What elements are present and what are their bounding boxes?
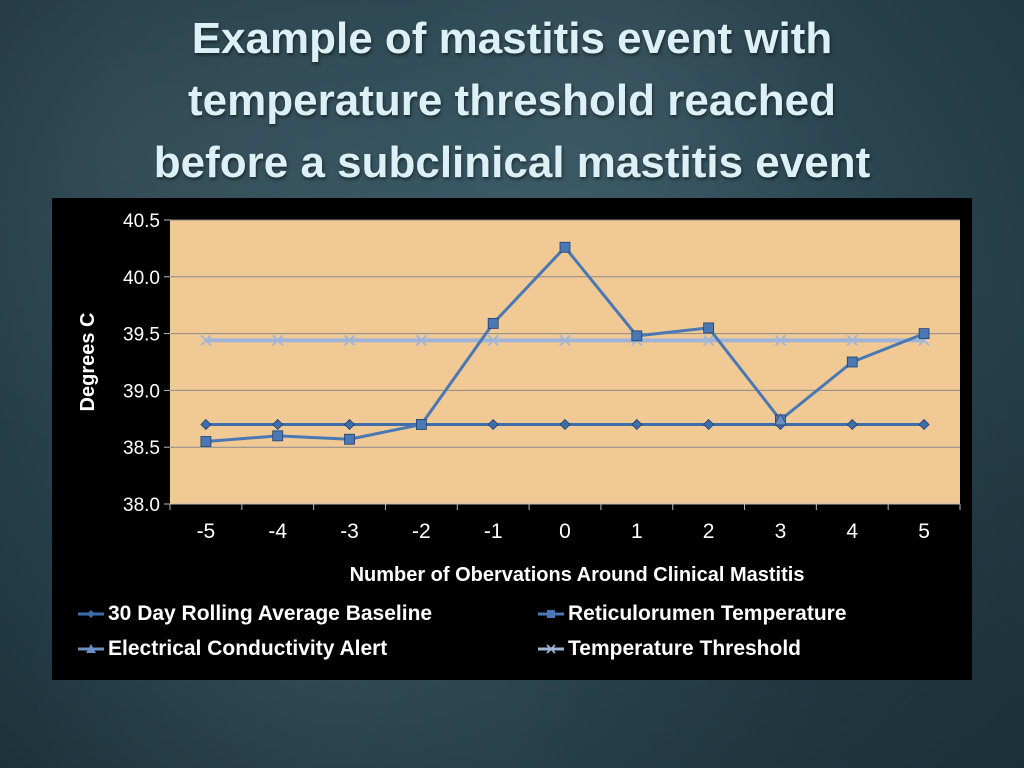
data-point-temperature-threshold bbox=[846, 334, 858, 347]
data-point-temperature-threshold bbox=[559, 334, 571, 347]
legend-item-temperature-threshold: Temperature Threshold bbox=[536, 637, 801, 661]
data-point-30-day-rolling-average-baseline bbox=[487, 418, 499, 431]
legend-swatch-reticulorumen-temperature bbox=[538, 610, 564, 618]
y-axis-title: Degrees C bbox=[77, 313, 99, 412]
data-point-30-day-rolling-average-baseline bbox=[200, 418, 212, 431]
data-point-reticulorumen-temperature bbox=[631, 330, 643, 342]
data-point-temperature-threshold bbox=[272, 334, 284, 347]
data-point-30-day-rolling-average-baseline bbox=[846, 418, 858, 431]
data-point-electrical-conductivity-alert bbox=[773, 413, 788, 426]
x-tick-label: 5 bbox=[918, 520, 930, 543]
data-point-30-day-rolling-average-baseline bbox=[631, 418, 643, 431]
legend-label: Reticulorumen Temperature bbox=[568, 602, 847, 625]
x-tick-label: 1 bbox=[631, 520, 643, 543]
data-point-reticulorumen-temperature bbox=[272, 430, 284, 442]
data-point-reticulorumen-temperature bbox=[487, 317, 499, 329]
x-tick-label: 2 bbox=[703, 520, 715, 543]
x-axis-title: Number of Obervations Around Clinical Ma… bbox=[350, 564, 805, 586]
data-point-30-day-rolling-average-baseline bbox=[559, 418, 571, 431]
data-point-reticulorumen-temperature bbox=[703, 322, 715, 334]
data-point-temperature-threshold bbox=[415, 334, 428, 347]
y-tick-label: 38.5 bbox=[123, 438, 160, 459]
data-point-30-day-rolling-average-baseline bbox=[703, 418, 715, 431]
x-tick-label: 0 bbox=[559, 520, 571, 543]
slide-title: Example of mastitis event with temperatu… bbox=[0, 8, 1024, 194]
x-tick-label: -2 bbox=[412, 520, 431, 543]
data-point-temperature-threshold bbox=[774, 334, 787, 347]
data-point-temperature-threshold bbox=[702, 334, 715, 347]
y-tick-label: 39.0 bbox=[123, 381, 160, 402]
data-point-reticulorumen-temperature bbox=[846, 356, 858, 368]
slide-title-line-3: before a subclinical mastitis event bbox=[153, 138, 871, 187]
data-point-temperature-threshold bbox=[200, 334, 212, 347]
x-tick-label: -1 bbox=[484, 520, 503, 543]
data-point-reticulorumen-temperature bbox=[344, 433, 355, 445]
x-tick-label: -4 bbox=[268, 520, 287, 543]
y-tick-label: 40.0 bbox=[123, 268, 160, 289]
data-point-temperature-threshold bbox=[343, 334, 356, 347]
y-tick-label: 39.5 bbox=[123, 325, 160, 346]
data-point-reticulorumen-temperature bbox=[415, 419, 427, 430]
legend-label: Temperature Threshold bbox=[568, 637, 801, 660]
data-point-reticulorumen-temperature bbox=[559, 241, 571, 253]
slide-title-line-1: Example of mastitis event with bbox=[191, 14, 833, 63]
data-point-30-day-rolling-average-baseline bbox=[918, 418, 930, 431]
x-tick-label: -3 bbox=[340, 520, 359, 543]
slide-title-line-2: temperature threshold reached bbox=[188, 76, 836, 125]
legend-item-reticulorumen-temperature: Reticulorumen Temperature bbox=[536, 602, 847, 626]
data-point-30-day-rolling-average-baseline bbox=[272, 418, 284, 431]
legend-item-30-day-rolling-average-baseline: 30 Day Rolling Average Baseline bbox=[76, 602, 432, 626]
data-point-reticulorumen-temperature bbox=[918, 328, 930, 340]
x-tick-label: 3 bbox=[775, 520, 787, 543]
legend-item-electrical-conductivity-alert: Electrical Conductivity Alert bbox=[76, 637, 387, 661]
legend-swatch-30-day-rolling-average-baseline bbox=[78, 610, 104, 618]
x-tick-label: -5 bbox=[197, 520, 216, 543]
legend-swatch-temperature-threshold bbox=[538, 644, 564, 654]
chart-frame: 38.0 38.5 39.0 39.5 40.0 40.5 -5 -4 -3 -2 -1 0 1 2 3 4 5… bbox=[52, 198, 972, 680]
legend-label: 30 Day Rolling Average Baseline bbox=[108, 602, 433, 625]
line-chart: 38.0 38.5 39.0 39.5 40.0 40.5 -5 -4 -3 -2 -1 0 1 2 3 4 5… bbox=[77, 211, 961, 586]
legend-swatch-electrical-conductivity-alert bbox=[78, 644, 104, 653]
data-point-reticulorumen-temperature bbox=[200, 436, 212, 447]
data-point-30-day-rolling-average-baseline bbox=[343, 418, 356, 431]
legend-label: Electrical Conductivity Alert bbox=[108, 637, 388, 660]
x-tick-label: 4 bbox=[846, 520, 858, 543]
plot-area bbox=[170, 220, 960, 504]
y-tick-label: 38.0 bbox=[123, 495, 160, 516]
data-point-temperature-threshold bbox=[487, 334, 499, 347]
y-tick-label: 40.5 bbox=[123, 211, 160, 232]
